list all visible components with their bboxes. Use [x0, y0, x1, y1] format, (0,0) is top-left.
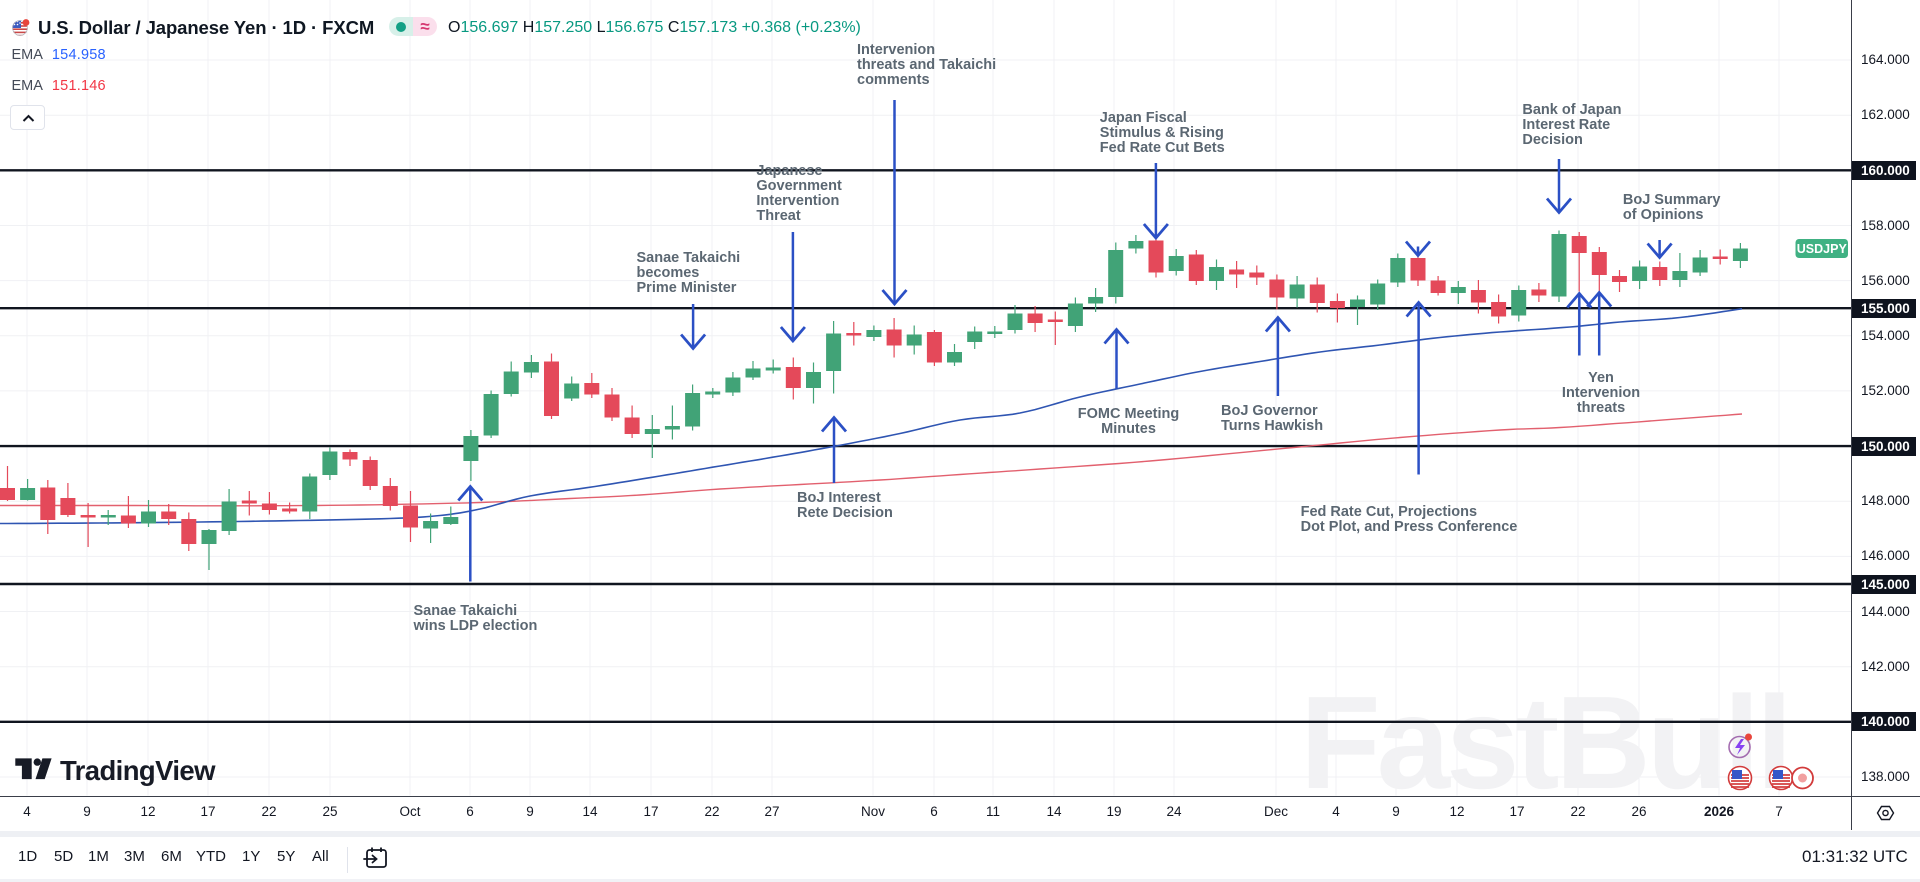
svg-text:FastBull: FastBull [1300, 669, 1789, 816]
svg-text:USDJPY: USDJPY [1797, 242, 1848, 256]
